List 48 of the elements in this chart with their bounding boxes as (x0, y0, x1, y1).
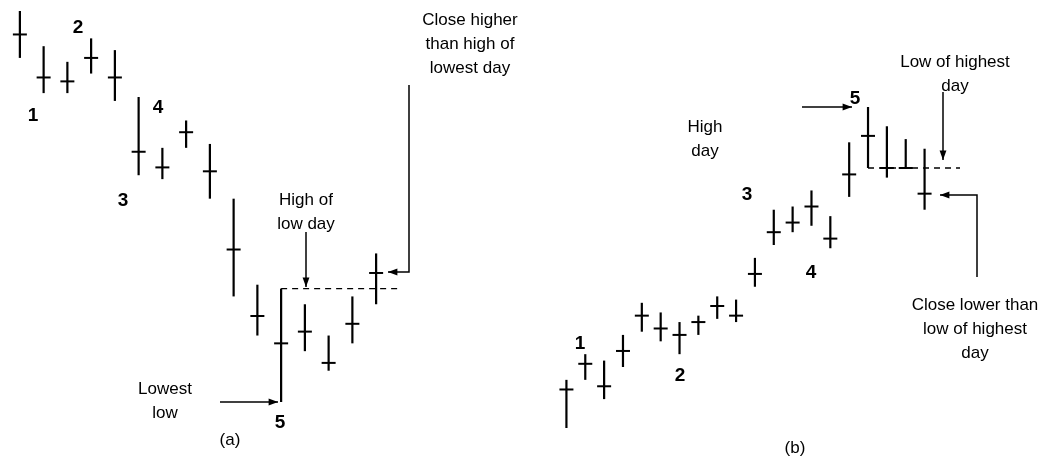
candlestick (672, 320, 687, 356)
annotation: High day (686, 116, 724, 162)
annotation: 2 (673, 363, 687, 387)
text: Close higher than high of lowest day (421, 9, 519, 79)
annotation: 1 (573, 331, 587, 355)
annotation: High of low day (276, 189, 336, 235)
annotation: 1 (26, 103, 40, 127)
text: Low of highest day (899, 51, 1011, 97)
candlestick (804, 189, 819, 227)
candlestick (12, 9, 27, 60)
annotation: 4 (804, 260, 818, 284)
candlestick (36, 45, 51, 95)
annotation: 5 (848, 86, 862, 110)
candlestick (202, 142, 217, 200)
candlestick (615, 333, 630, 369)
candlestick (634, 301, 649, 333)
candlestick (226, 197, 241, 298)
candlestick (842, 141, 857, 198)
candlestick (131, 95, 146, 177)
candlestick (747, 256, 762, 288)
candlestick (84, 37, 99, 75)
candlestick (710, 295, 725, 320)
candlestick (321, 334, 336, 372)
candlestick (60, 60, 75, 95)
candlestick (155, 146, 170, 181)
candlestick (766, 208, 781, 247)
candlestick (785, 205, 800, 234)
candlestick (297, 303, 312, 353)
candlestick (578, 353, 593, 381)
candlestick (559, 378, 574, 430)
annotation: 4 (151, 95, 165, 119)
text: (b) (783, 437, 807, 459)
candlestick (823, 215, 838, 250)
candlestick (729, 298, 744, 324)
annotation: Lowest low (137, 378, 193, 424)
candlestick (107, 49, 122, 103)
text: 5 (273, 410, 287, 434)
candlestick (345, 295, 360, 345)
annotation: 3 (740, 182, 754, 206)
candlestick (179, 119, 194, 149)
candlestick (691, 314, 706, 337)
candlestick (653, 311, 668, 343)
annotation: 3 (116, 188, 130, 212)
annotation: Close lower than low of highest day (910, 294, 1040, 364)
candlestick (250, 283, 265, 337)
annotation: 2 (71, 15, 85, 39)
candlestick (597, 359, 612, 401)
text: (a) (218, 429, 242, 451)
